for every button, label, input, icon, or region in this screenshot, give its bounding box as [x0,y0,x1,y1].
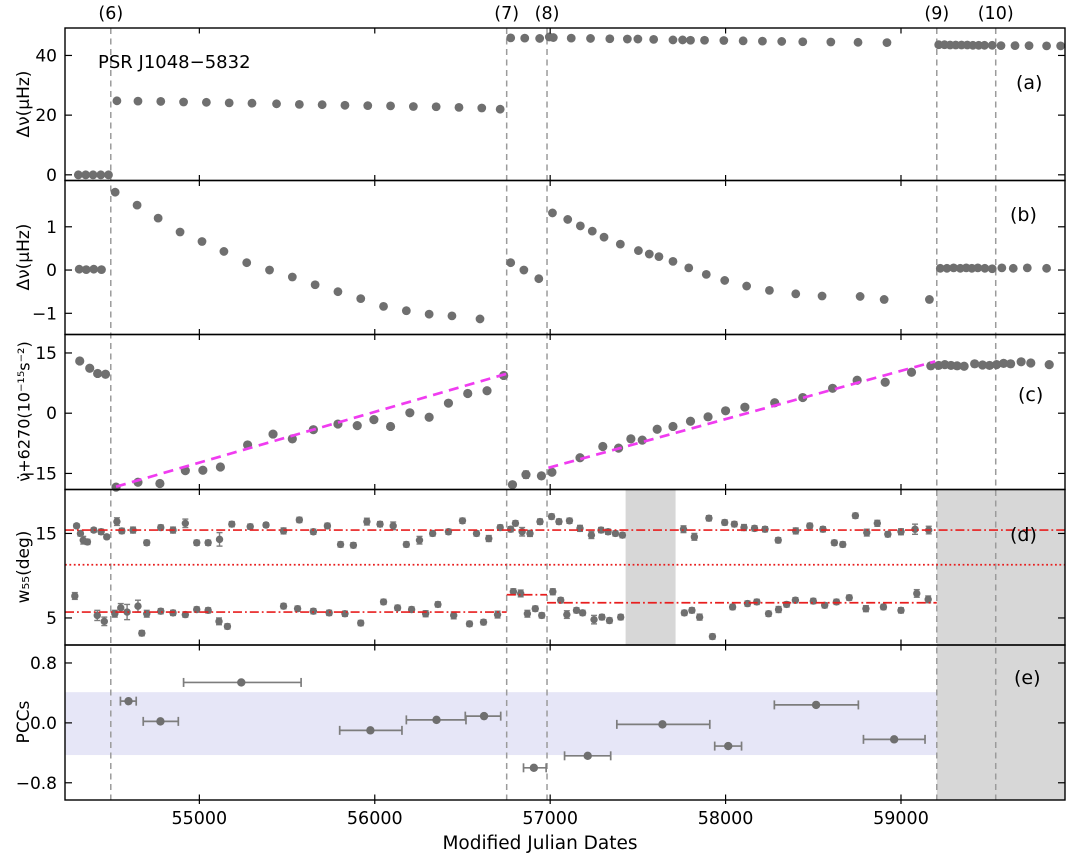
svg-text:0: 0 [46,261,57,281]
svg-text:−15: −15 [21,464,57,484]
panel-b-tag: (b) [1010,204,1037,226]
panel-c-data [75,356,1054,492]
shaded-regions [65,489,1065,800]
x-axis-label: Modified Julian Dates [442,833,638,854]
svg-text:5: 5 [46,609,57,629]
panel-d-ylabel: w₅₅(deg) [14,530,34,604]
svg-text:0.8: 0.8 [30,654,57,674]
panel-e-ylabel: PCCs [14,700,34,744]
panel-c-tag: (c) [1018,384,1044,406]
svg-text:−0.8: −0.8 [16,774,57,794]
glitch-7-label: (7) [494,4,520,24]
glitch-10-label: (10) [977,4,1014,24]
panel-e-tag: (e) [1014,667,1041,689]
svg-text:40: 40 [35,46,57,66]
panel-b-data [74,187,1051,324]
panel-a-tag: (a) [1016,72,1043,94]
glitch-8-label: (8) [534,4,560,24]
svg-text:15: 15 [35,344,57,364]
glitch-epoch-lines [110,28,997,800]
svg-text:20: 20 [35,106,57,126]
glitch-6-label: (6) [98,4,124,24]
svg-text:56000: 56000 [347,809,403,829]
svg-text:0: 0 [46,166,57,186]
svg-text:15: 15 [35,524,57,544]
panel-e-data [119,677,926,773]
svg-text:1: 1 [46,218,57,238]
panel-d-tag: (d) [1010,524,1037,546]
svg-text:57000: 57000 [522,809,578,829]
pulsar-name-label: PSR J1048−5832 [98,52,251,73]
svg-text:59000: 59000 [873,809,929,829]
svg-text:0: 0 [46,404,57,424]
axes: 0 20 40 −1 0 1 −15 0 15 5 15 55000 56000 57000 58000 59… [16,27,1066,829]
svg-text:55000: 55000 [172,809,228,829]
svg-text:0.0: 0.0 [30,714,57,734]
svg-text:−1: −1 [32,304,57,324]
svg-text:58000: 58000 [698,809,754,829]
panel-a-data [73,32,1066,180]
panel-a-ylabel: Δν(μHz) [14,70,34,138]
panel-d-data [65,511,1065,641]
glitch-9-label: (9) [924,4,950,24]
panel-c-ylabel: ν̇+6270(10⁻¹⁵s⁻²) [14,341,34,482]
